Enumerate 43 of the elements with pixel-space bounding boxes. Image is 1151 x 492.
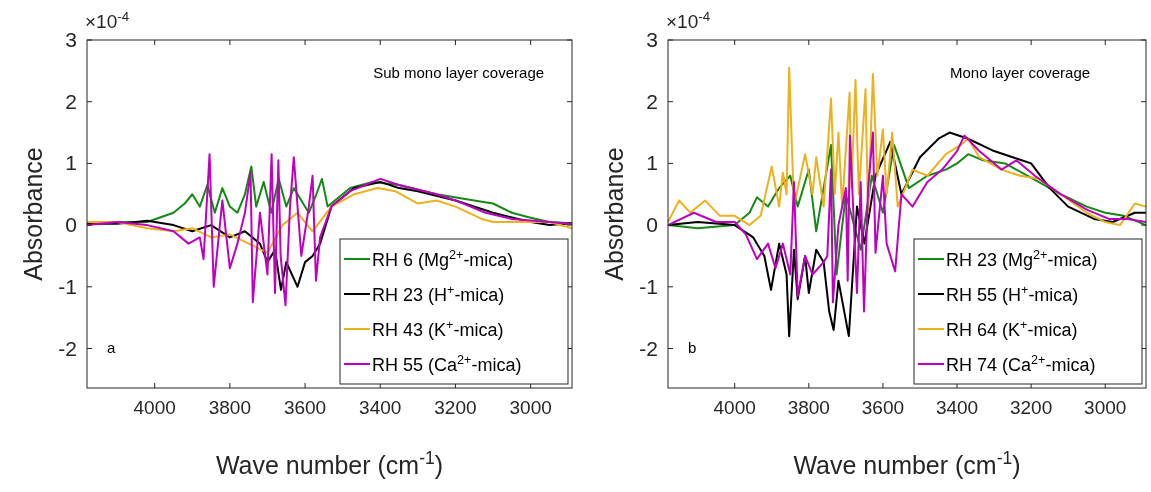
- legend-label: RH 55 (H$^{+}$-mica): [946, 283, 1079, 305]
- x-tick-label: 3200: [1009, 397, 1053, 418]
- legend-label: RH 64 (K$^{+}$-mica): [946, 318, 1078, 340]
- annotation: a: [107, 339, 116, 356]
- x-axis-title: Wave number (cm$^{-1}$): [793, 448, 1021, 479]
- legend-label: RH 43 (K$^{+}$-mica): [372, 318, 504, 340]
- line-series: [667, 66, 1147, 227]
- x-tick-label: 3800: [208, 397, 252, 418]
- y-tick-label: 1: [65, 151, 77, 175]
- text: ×10$^{-4}$: [666, 8, 711, 32]
- y-tick-label: 3: [646, 28, 658, 51]
- legend-label: RH 23 (H$^{+}$-mica): [372, 283, 505, 305]
- y-tick-label: 2: [646, 89, 658, 113]
- y-tick-label: -1: [58, 274, 77, 298]
- text: ×10$^{-4}$: [85, 8, 130, 32]
- x-tick-label: 3200: [434, 397, 477, 418]
- y-tick-label: 0: [646, 213, 658, 237]
- x-tick-label: 3400: [359, 397, 402, 418]
- x-tick-label: 3800: [787, 397, 830, 418]
- x-axis-title: Wave number (cm$^{-1}$): [215, 448, 444, 479]
- y-tick-label: 1: [646, 151, 658, 175]
- y-tick-label: -2: [639, 336, 658, 360]
- x-tick-label: 4000: [133, 397, 176, 418]
- x-tick-label: 4000: [713, 397, 756, 418]
- annotation: Sub mono layer coverage: [373, 64, 545, 81]
- y-tick-label: -2: [58, 336, 77, 360]
- y-axis-title: Absorbance: [600, 147, 628, 281]
- x-tick-label: 3000: [1084, 397, 1127, 418]
- x-tick-label: 3400: [935, 397, 979, 418]
- y-tick-label: -1: [639, 274, 658, 298]
- legend-label: RH 55 (Ca$^{2+}$-mica): [372, 353, 522, 375]
- x-tick-label: 3600: [283, 397, 327, 418]
- legend-label: RH 6 (Mg$^{2+}$-mica): [372, 248, 514, 270]
- y-tick-label: 3: [65, 28, 77, 51]
- y-tick-label: 0: [65, 213, 77, 237]
- annotation: b: [688, 339, 697, 356]
- y-axis-title: Absorbance: [19, 147, 47, 281]
- legend-label: RH 74 (Ca$^{2+}$-mica): [946, 353, 1096, 375]
- legend-label: RH 23 (Mg$^{2+}$-mica): [946, 248, 1098, 270]
- annotation: Mono layer coverage: [950, 64, 1091, 81]
- y-tick-label: 2: [65, 89, 77, 113]
- x-tick-label: 3000: [509, 397, 552, 418]
- x-tick-label: 3600: [861, 397, 905, 418]
